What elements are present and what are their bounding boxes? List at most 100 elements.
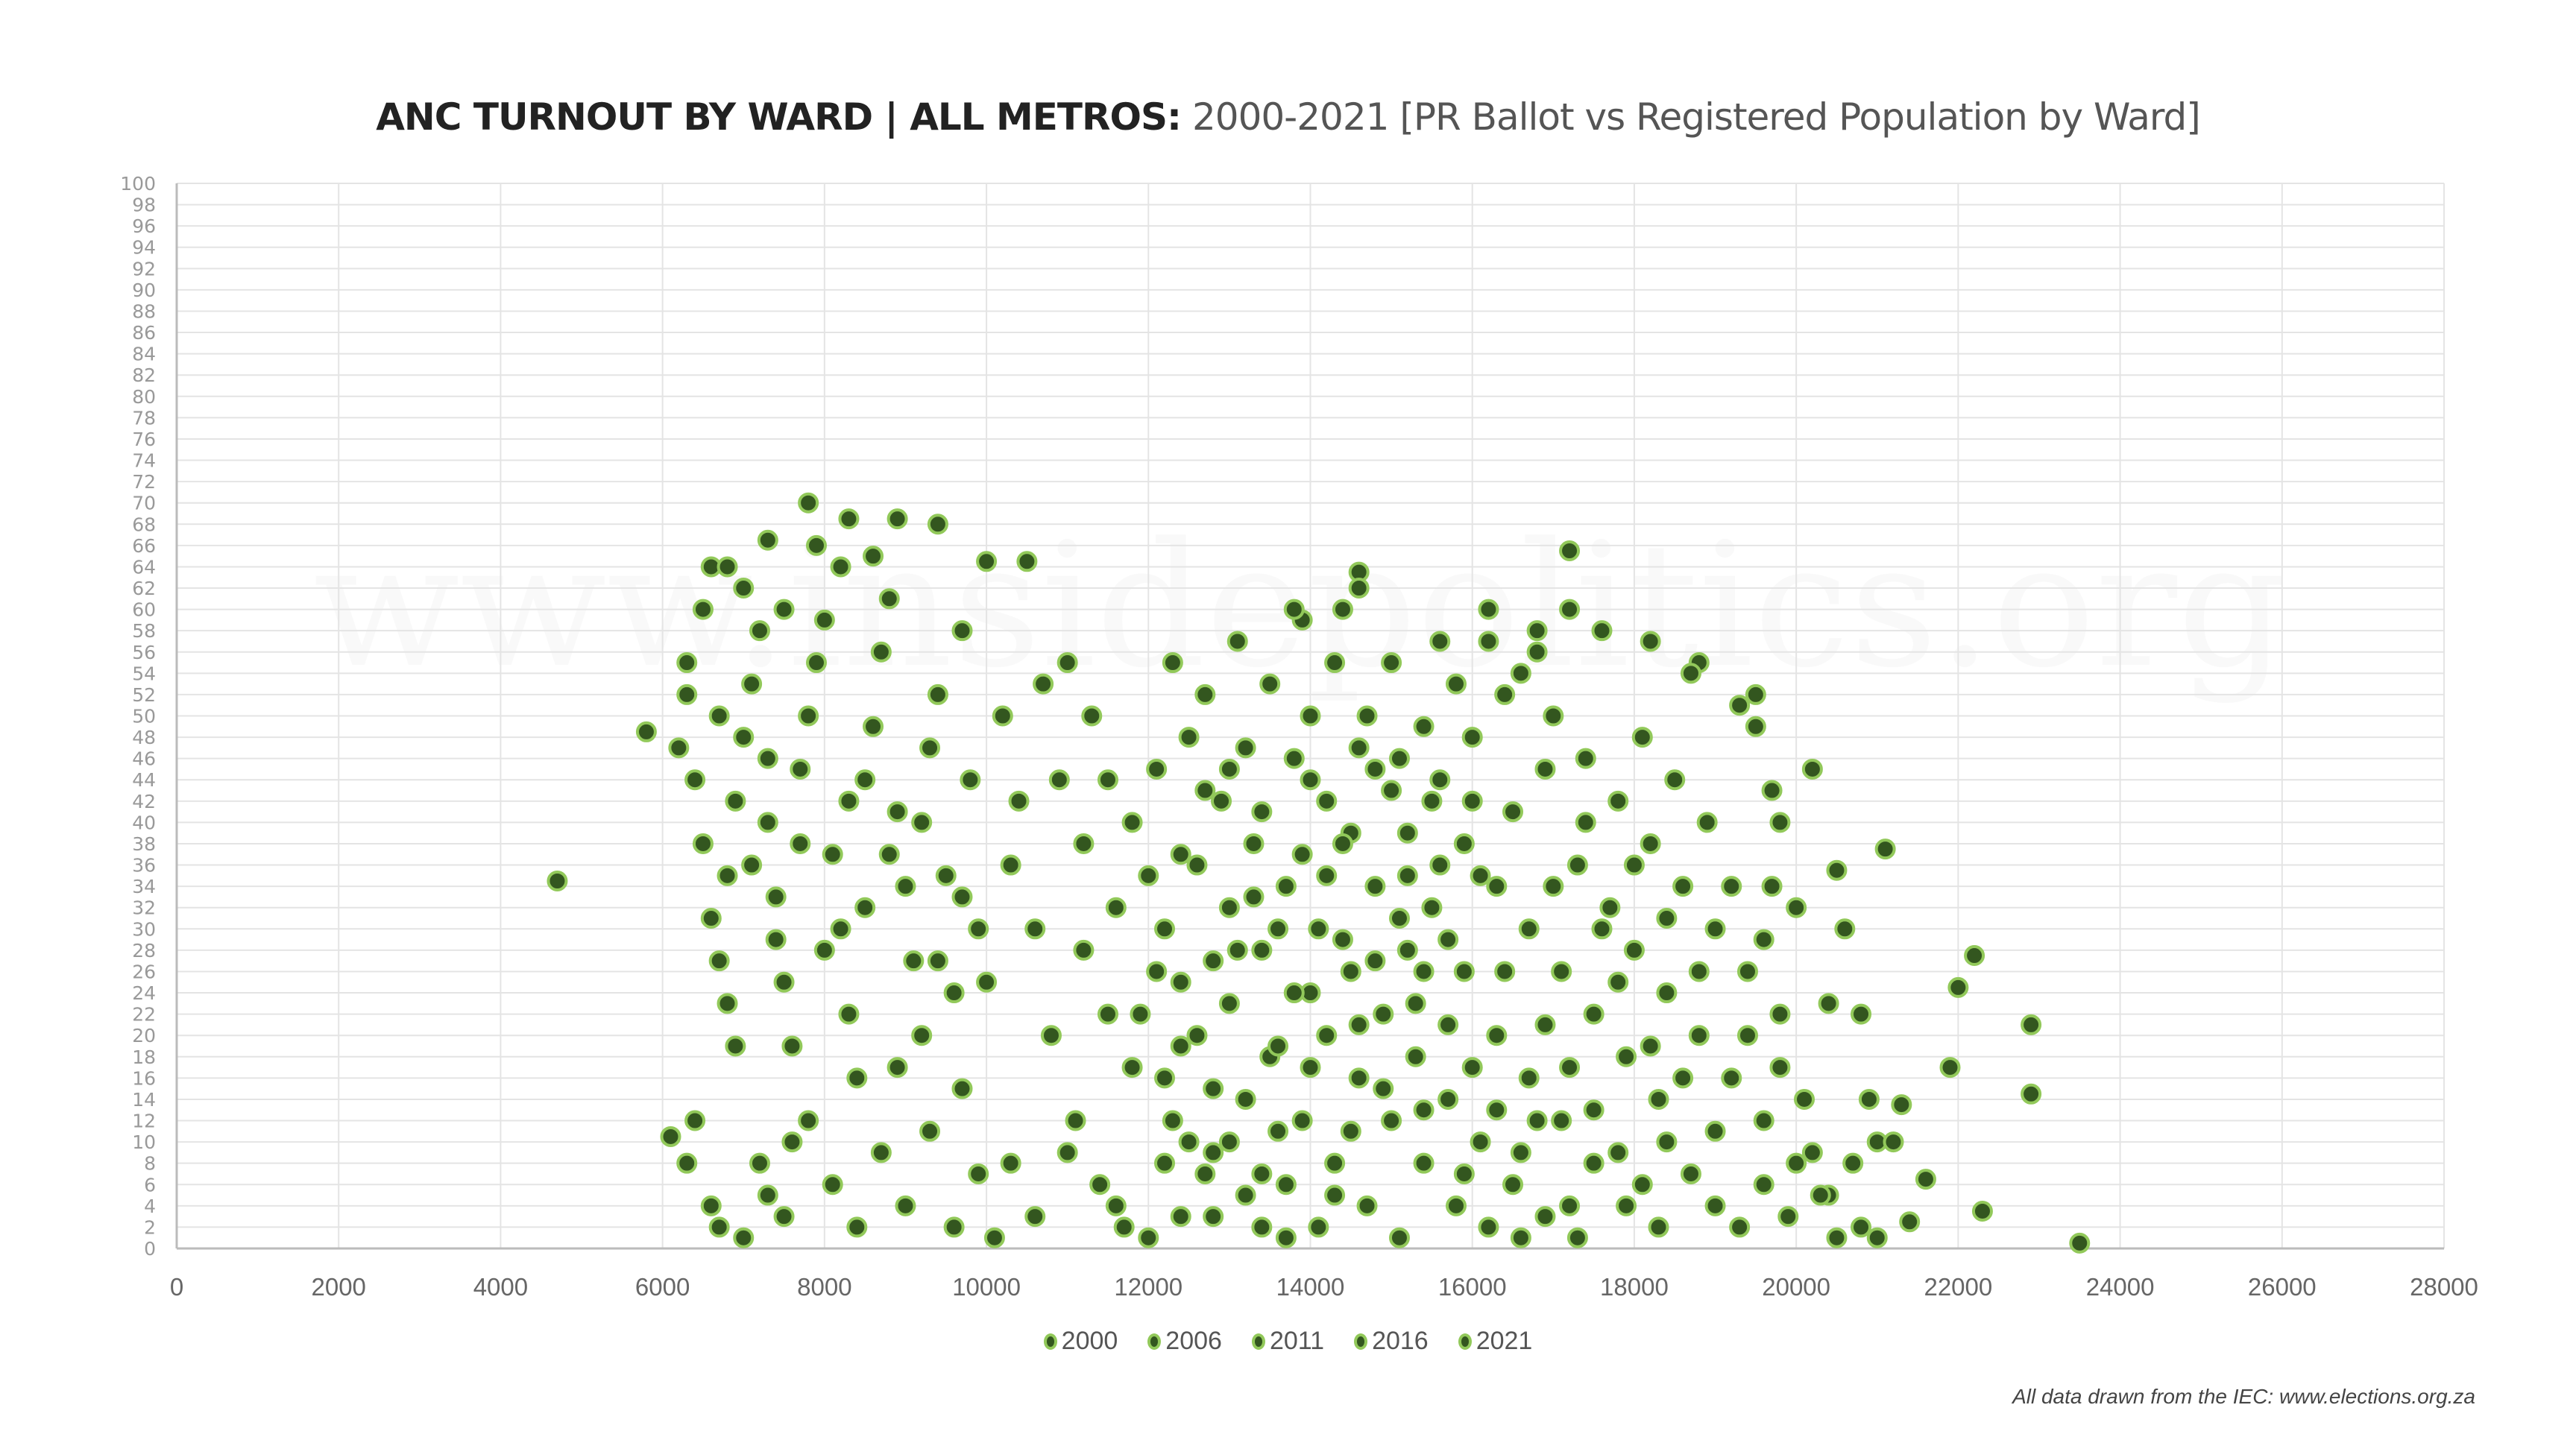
data-point-2016 [1526, 620, 1548, 642]
data-point-2006 [1235, 1184, 1256, 1206]
data-point-2021 [1324, 1184, 1346, 1206]
y-tick-label: 4 [144, 1196, 156, 1217]
data-point-2016 [951, 886, 973, 908]
data-point-2011 [1235, 1088, 1256, 1110]
data-point-2000 [790, 833, 811, 854]
data-point-2011 [1154, 1067, 1176, 1089]
data-point-2011 [1178, 1131, 1200, 1153]
data-point-2011 [1559, 599, 1581, 620]
data-point-2000 [773, 599, 795, 620]
data-point-2016 [1640, 631, 1661, 652]
data-point-2016 [1243, 886, 1265, 908]
data-point-2000 [668, 737, 690, 759]
legend: 2000 2006 2011 2016 2021 [0, 1327, 2576, 1356]
data-point-2016 [1534, 1014, 1556, 1035]
data-point-2011 [1607, 790, 1629, 812]
data-point-2021 [1866, 1227, 1888, 1248]
y-tick-label: 30 [132, 918, 156, 940]
data-point-2006 [1291, 1110, 1313, 1131]
data-point-2000 [708, 950, 730, 972]
data-point-2016 [1753, 1174, 1774, 1196]
data-point-2011 [1729, 695, 1751, 716]
y-tick-label: 82 [132, 364, 156, 386]
data-point-2006 [1373, 1003, 1394, 1025]
data-point-2011 [1736, 961, 1758, 982]
legend-item-2021: 2021 [1458, 1327, 1532, 1356]
data-point-2000 [790, 758, 811, 780]
data-point-2000 [919, 1120, 941, 1142]
data-point-2011 [1251, 801, 1273, 823]
data-point-2011 [1186, 854, 1208, 876]
data-point-2000 [887, 1057, 908, 1079]
y-tick-label: 44 [132, 769, 156, 791]
data-point-2000 [903, 950, 925, 972]
data-point-2011 [1445, 673, 1467, 695]
x-tick-label: 14000 [1276, 1273, 1345, 1301]
data-point-2021 [1761, 876, 1783, 897]
data-point-2016 [1591, 620, 1613, 642]
legend-item-2006: 2006 [1147, 1327, 1222, 1356]
data-point-2021 [1364, 758, 1386, 780]
y-tick-label: 26 [132, 961, 156, 982]
data-point-2016 [1510, 1142, 1531, 1163]
chart-title-rest: 2000-2021 [PR Ballot vs Registered Popul… [1181, 95, 2201, 139]
y-tick-label: 0 [144, 1238, 156, 1260]
data-point-2021 [1203, 950, 1224, 972]
data-point-2021 [887, 508, 908, 530]
data-point-2016 [1486, 1099, 1508, 1121]
data-point-2000 [805, 534, 827, 556]
data-point-2006 [1194, 1163, 1216, 1184]
data-point-2000 [968, 918, 989, 940]
data-point-2000 [846, 1067, 868, 1089]
data-point-2006 [1470, 1131, 1491, 1153]
y-tick-label: 80 [132, 386, 156, 408]
data-point-2011 [1316, 790, 1338, 812]
data-point-2021 [2021, 1014, 2042, 1035]
data-point-2016 [1105, 1195, 1127, 1216]
data-point-2021 [1971, 1200, 1993, 1222]
data-point-2011 [1851, 1216, 1872, 1238]
data-point-2011 [1478, 1216, 1499, 1238]
y-tick-label: 36 [132, 855, 156, 877]
y-tick-label: 12 [132, 1111, 156, 1132]
data-point-2000 [692, 833, 714, 854]
data-point-2006 [1162, 1110, 1183, 1131]
data-point-2006 [1056, 652, 1078, 674]
data-point-2016 [1348, 1014, 1370, 1035]
data-point-2016 [1583, 1099, 1605, 1121]
y-tick-label: 84 [132, 344, 156, 365]
data-point-2006 [1226, 631, 1248, 652]
data-point-2006 [1243, 833, 1265, 854]
data-point-2000 [749, 620, 770, 642]
data-point-2000 [708, 705, 730, 727]
data-point-2006 [1211, 790, 1232, 812]
data-point-2016 [1170, 844, 1191, 865]
y-tick-label: 62 [132, 578, 156, 599]
data-point-2021 [1688, 961, 1710, 982]
data-point-2021 [1851, 1003, 1872, 1025]
x-tick-label: 20000 [1762, 1273, 1830, 1301]
y-tick-label: 92 [132, 258, 156, 280]
data-point-2021 [733, 1227, 755, 1248]
data-point-2021 [1939, 1057, 1961, 1079]
data-point-2006 [1008, 790, 1030, 812]
data-point-2016 [1291, 844, 1313, 865]
data-point-2011 [1786, 1152, 1807, 1174]
data-point-2016 [1543, 876, 1564, 897]
data-point-2006 [1146, 758, 1168, 780]
data-point-2000 [830, 556, 851, 578]
y-tick-label: 96 [132, 215, 156, 237]
y-tick-label: 70 [132, 493, 156, 514]
data-point-2021 [1874, 839, 1896, 860]
data-point-2011 [1502, 801, 1524, 823]
data-point-2006 [1170, 971, 1191, 993]
data-point-2000 [757, 812, 778, 833]
data-point-2006 [992, 705, 1013, 727]
data-point-2011 [1283, 748, 1305, 769]
data-point-2016 [1316, 865, 1338, 886]
data-point-2021 [1016, 551, 1038, 572]
data-point-2021 [1300, 769, 1321, 791]
data-point-2016 [1607, 971, 1629, 993]
data-point-2016 [1429, 631, 1451, 652]
data-point-2011 [1218, 897, 1240, 918]
